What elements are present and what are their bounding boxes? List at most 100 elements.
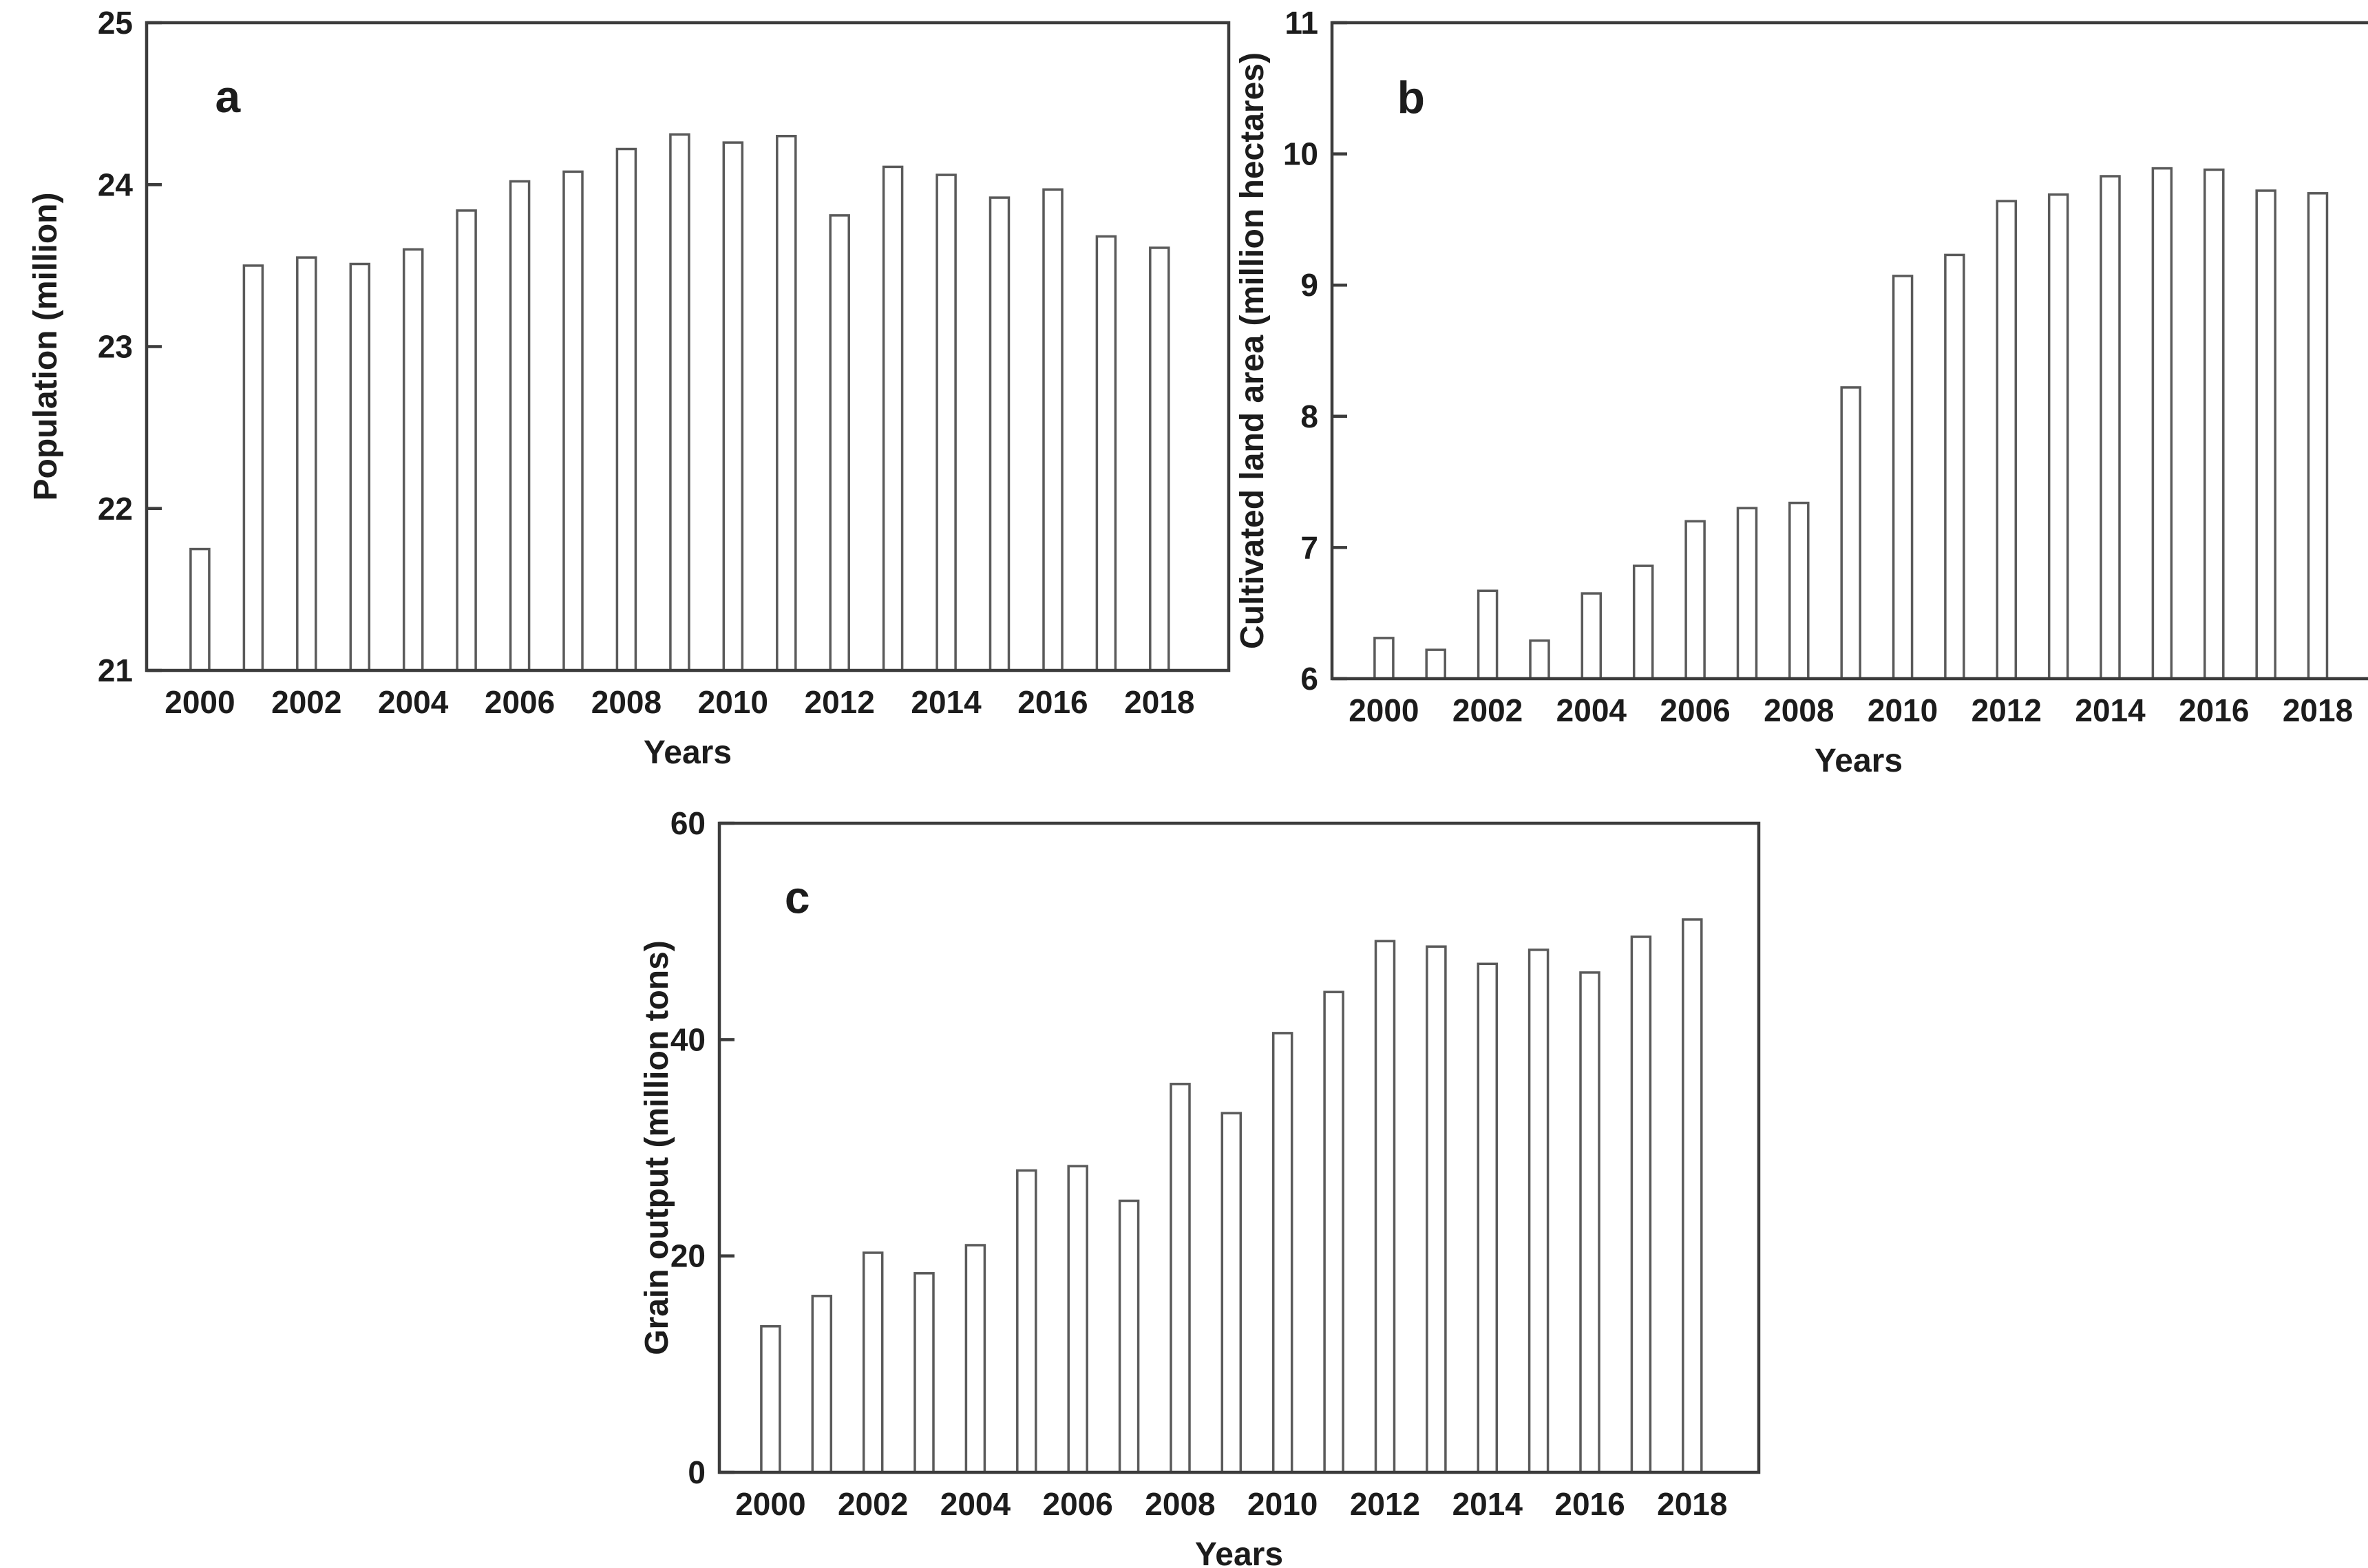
bar-2004	[964, 1244, 986, 1474]
bar-2011	[776, 134, 797, 672]
bar-2016	[2203, 168, 2225, 680]
y-tick-label: 7	[1300, 529, 1318, 565]
y-tick-label: 22	[98, 491, 133, 527]
x-tick-label: 2014	[2075, 692, 2146, 728]
bar-2011	[1944, 253, 1965, 680]
panel-letter-a: a	[215, 71, 242, 122]
x-tick-label: 2012	[805, 684, 875, 720]
bar-2009	[669, 133, 690, 672]
bar-2007	[1736, 507, 1758, 680]
x-tick-label: 2006	[1043, 1486, 1113, 1522]
bar-2000	[189, 547, 211, 672]
bar-2014	[1477, 962, 1499, 1474]
x-tick-label: 2002	[838, 1486, 908, 1522]
bar-chart-grain-output: 0 20 40 60 2000 2002 2004 2006 2008 2010 2012 2014 2…	[639, 805, 1761, 1568]
x-tick-label: 2000	[1349, 692, 1419, 728]
y-tick-label: 60	[670, 805, 706, 841]
bar-2007	[1118, 1199, 1140, 1474]
x-axis-title: Years	[644, 734, 732, 771]
x-tick-label: 2014	[1452, 1486, 1523, 1522]
x-tick-label: 2018	[1124, 684, 1194, 720]
bar-2003	[1529, 639, 1550, 680]
x-tick-label: 2016	[1554, 1486, 1625, 1522]
y-axis-title: Cultivated land area (million hectares)	[1234, 52, 1271, 649]
y-axis-title: Grain output (million tons)	[639, 940, 675, 1355]
y-tick-label: 20	[670, 1238, 706, 1274]
panel-letter-b: b	[1397, 72, 1425, 123]
bar-2012	[1996, 200, 2018, 680]
chart-panel-a: 21 22 23 24 25 2000 2002 2004 2006 2008 2010 2012 20…	[28, 11, 1239, 782]
x-tick-label: 2014	[911, 684, 982, 720]
x-tick-label: 2002	[1452, 692, 1523, 728]
bar-2005	[1632, 564, 1654, 680]
y-tick-label: 23	[98, 329, 133, 365]
bar-2010	[1892, 275, 1914, 680]
bar-2012	[829, 214, 850, 672]
bar-2001	[242, 264, 264, 672]
x-tick-label: 2010	[698, 684, 768, 720]
bar-2018	[2307, 192, 2329, 680]
x-axis-title: Years	[1195, 1536, 1283, 1568]
bar-2004	[1581, 592, 1603, 680]
bar-2018	[1682, 918, 1703, 1474]
bar-2015	[989, 196, 1011, 672]
y-tick-label: 21	[98, 653, 133, 688]
y-tick-label: 24	[98, 167, 134, 202]
bar-2006	[509, 180, 531, 672]
x-tick-label: 2004	[940, 1486, 1011, 1522]
bar-2017	[2255, 189, 2276, 680]
x-axis-title: Years	[1815, 743, 1903, 779]
bar-2006	[1684, 520, 1706, 680]
y-tick-label: 10	[1283, 136, 1318, 172]
chart-panel-b: 6 7 8 9 10 11 2000 2002 2004 2006 2008 2010 2012 2014…	[1184, 11, 2368, 782]
x-tick-label: 2018	[2283, 692, 2353, 728]
y-axis-title: Population (million)	[28, 193, 64, 501]
bar-2000	[760, 1325, 781, 1474]
bar-chart-cultivated-land: 6 7 8 9 10 11 2000 2002 2004 2006 2008 2010 2012 2014…	[1234, 11, 2368, 779]
y-tick-label: 6	[1300, 661, 1318, 697]
bar-2007	[562, 170, 584, 672]
x-tick-label: 2018	[1657, 1486, 1727, 1522]
bar-2003	[913, 1272, 935, 1474]
panel-letter-c: c	[785, 871, 810, 922]
y-tick-label: 9	[1300, 267, 1318, 303]
bar-2016	[1579, 971, 1600, 1474]
x-tick-label: 2010	[1247, 1486, 1318, 1522]
bar-2002	[296, 256, 317, 672]
bar-2003	[349, 262, 371, 672]
bar-2010	[1271, 1032, 1293, 1474]
y-tick-label: 11	[1285, 11, 1318, 41]
bar-2009	[1840, 386, 1861, 680]
bar-2017	[1095, 235, 1117, 672]
x-tick-label: 2012	[1350, 1486, 1420, 1522]
x-tick-label: 2004	[1556, 692, 1627, 728]
bar-2009	[1220, 1112, 1243, 1474]
y-tick-label: 40	[670, 1021, 706, 1057]
y-tick-label: 0	[688, 1454, 706, 1490]
bar-2015	[1527, 949, 1550, 1474]
bar-2015	[2151, 167, 2173, 680]
bar-2001	[1425, 648, 1446, 680]
bar-2013	[2047, 193, 2069, 680]
bar-2017	[1630, 935, 1652, 1474]
bar-2010	[722, 141, 744, 672]
x-tick-label: 2016	[2179, 692, 2249, 728]
bar-2002	[862, 1251, 884, 1474]
bar-2006	[1067, 1165, 1088, 1474]
bar-2016	[1042, 188, 1064, 672]
bar-2013	[1426, 945, 1447, 1474]
x-tick-label: 2006	[1660, 692, 1730, 728]
x-tick-label: 2008	[591, 684, 662, 720]
bar-2008	[615, 147, 637, 672]
bar-2005	[456, 209, 477, 672]
bar-2008	[1788, 501, 1810, 680]
x-tick-label: 2016	[1017, 684, 1088, 720]
bar-2012	[1374, 940, 1396, 1474]
x-tick-label: 2006	[485, 684, 555, 720]
bar-2008	[1170, 1083, 1191, 1474]
bar-chart-population: 21 22 23 24 25 2000 2002 2004 2006 2008 2010 2012 20…	[28, 11, 1231, 771]
x-tick-label: 2008	[1764, 692, 1834, 728]
x-tick-label: 2004	[378, 684, 449, 720]
bar-2018	[1149, 246, 1170, 672]
y-tick-label: 8	[1300, 399, 1318, 434]
